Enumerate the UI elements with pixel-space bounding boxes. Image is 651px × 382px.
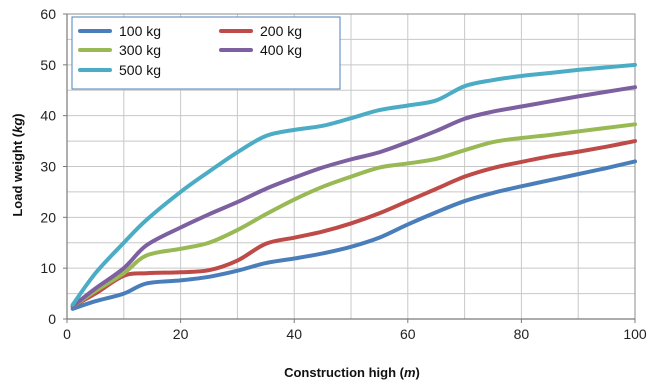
x-tick-label: 20 <box>173 326 189 342</box>
legend-label-1: 100 kg <box>119 23 161 39</box>
y-tick-label: 50 <box>40 57 56 73</box>
y-axis-label-close-paren: ) <box>10 113 25 117</box>
y-axis-label-main: Load weight <box>10 140 25 217</box>
x-axis-label-close-paren: ) <box>416 365 420 380</box>
legend-label-2: 200 kg <box>260 23 302 39</box>
legend-box <box>71 16 341 90</box>
x-tick-label: 40 <box>286 326 302 342</box>
x-tick-label: 80 <box>514 326 530 342</box>
y-tick-label: 10 <box>40 260 56 276</box>
series-line-4 <box>70 85 637 309</box>
legend-label-3: 300 kg <box>119 42 161 58</box>
x-axis-label-main: Construction high <box>284 365 396 380</box>
tick-labels: 0 20 40 60 80 100 0 10 20 30 40 50 60 <box>40 6 646 342</box>
x-tick-label: 60 <box>400 326 416 342</box>
legend-label-5: 500 kg <box>119 62 161 78</box>
series-line-3 <box>70 122 637 309</box>
x-axis-label: Construction high (m) <box>284 365 420 380</box>
x-tick-label: 100 <box>623 326 647 342</box>
y-tick-label: 20 <box>40 209 56 225</box>
y-axis-label-unit: kg <box>10 118 25 133</box>
x-tick-label: 0 <box>63 326 71 342</box>
series-line-2 <box>70 139 637 309</box>
y-tick-label: 30 <box>40 159 56 175</box>
legend: 100 kg 200 kg 300 kg 400 kg 500 kg <box>71 16 341 90</box>
legend-label-4: 400 kg <box>260 42 302 58</box>
x-axis-label-unit: m <box>404 365 416 380</box>
series-layer <box>70 62 637 311</box>
y-tick-label: 60 <box>40 6 56 22</box>
series-line-1 <box>70 159 637 311</box>
series-line-5 <box>70 62 637 307</box>
y-tick-label: 0 <box>48 311 56 327</box>
y-tick-label: 40 <box>40 108 56 124</box>
y-axis-label: Load weight (kg) <box>10 113 25 216</box>
x-axis-label-open-paren: ( <box>396 365 405 380</box>
y-axis-label-open-paren: ( <box>10 132 25 141</box>
